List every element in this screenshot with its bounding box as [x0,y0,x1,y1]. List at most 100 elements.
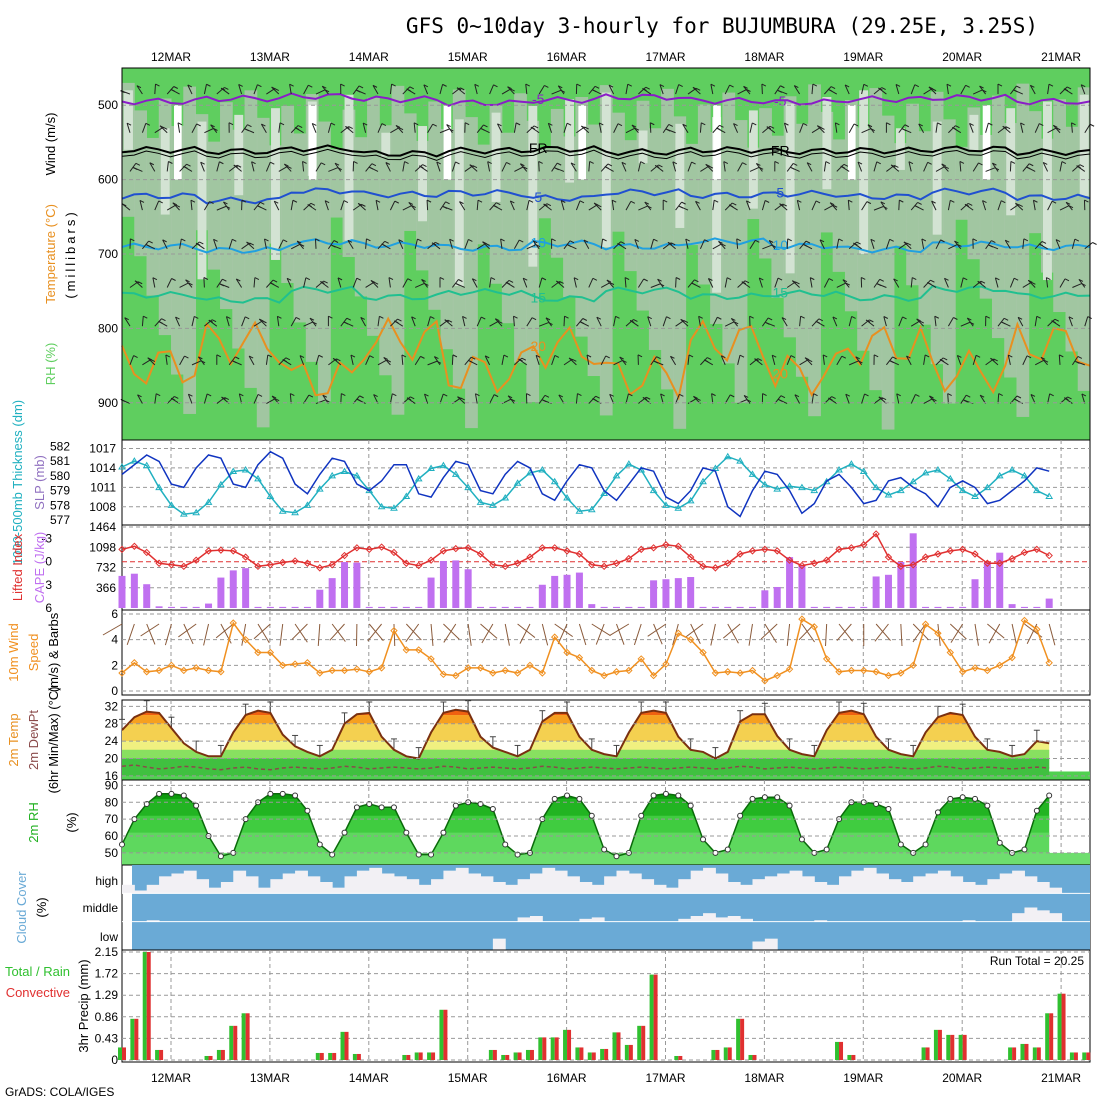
wind-speed-marker [921,620,930,628]
cloud-cell [764,938,778,950]
cloud-cell [307,876,321,894]
precip-conv-bar [492,1049,497,1060]
wind-barb [595,395,600,399]
wind-barb [343,321,349,325]
wind-barb [1064,278,1070,282]
wind-barb [588,204,598,211]
wind-barb [519,163,528,172]
wind-barb [878,87,883,91]
thickness-marker [946,474,955,482]
wind-barb [476,124,484,134]
wind-barb [446,124,453,134]
wind-barb [507,395,515,404]
cloud-cell [505,884,519,894]
ytick-left: 0.86 [95,1010,119,1024]
rh-column [354,137,368,297]
wind-barb [556,280,561,284]
wind-barb [538,85,545,95]
precip-conv-bar [567,1029,572,1060]
wind-barb [443,393,448,397]
rh-marker [588,812,595,819]
wind-barb [874,623,889,642]
wind-barb [853,123,859,127]
wind-speed-marker [550,633,559,641]
wind-barb [149,162,156,172]
precip-total-bar [600,1048,605,1060]
wind-barb [997,393,1000,404]
wind-barb [146,623,156,645]
wind-barb [495,318,500,322]
wind-barb [653,623,663,645]
wind-barb [695,200,700,204]
wind-barb [777,90,783,93]
wind-barb [410,396,415,400]
thickness-marker [291,508,299,516]
wind-barb [1084,199,1089,203]
wind-barb [274,200,279,204]
cape-bar [971,579,979,608]
cloud-cell [851,870,865,894]
wind-barb [370,280,379,288]
wind-barb [879,278,884,282]
wind-barb [838,623,853,642]
wind-barb [427,316,431,327]
wind-barb [500,238,503,249]
wind-barb [333,240,339,243]
wind-barb [303,202,312,211]
wind-barb [1081,393,1087,397]
wind-barb [780,85,785,89]
cloud-cell [789,870,803,894]
wind-barb [756,162,761,166]
wind-barb [402,86,411,95]
wind-barb [402,161,406,172]
rh-column [318,121,331,402]
wind-barb [748,623,753,646]
wind-speed-marker [303,659,312,667]
lifted-index-marker [637,545,645,554]
cloud-cell [282,873,296,894]
wind-barb [988,244,993,248]
wind-barb [799,359,809,366]
wind-barb [918,123,923,127]
wind-barb [519,239,524,243]
rh-column-light [491,112,501,202]
wind-barb [908,161,912,172]
top-date-label: 20MAR [942,50,982,64]
wind-speed-marker [476,664,485,672]
precip-conv-bar [616,1032,621,1060]
rh-marker [922,841,929,848]
wind-barb [924,354,930,358]
cloud-cell [900,882,914,894]
wind-barb [824,86,832,95]
wind-barb [447,319,453,323]
wind-barb [148,240,153,244]
wind-barb [266,398,276,404]
wind-barb [159,125,165,129]
wind-barb [1056,127,1061,131]
rh-column [1016,83,1030,417]
wind-barb [609,623,630,636]
wind-barb [721,243,726,247]
cloud-cell [703,913,716,922]
ytick-left: 4 [111,633,118,647]
wind-barb [140,623,160,637]
wind-barb [866,201,872,205]
rh-marker [675,792,682,799]
wind-barb [900,623,903,646]
lifted-index-marker [241,553,250,561]
wind-barb [143,315,148,319]
cape-bar [810,606,818,608]
rh-column [697,104,711,285]
wind-barb [861,128,871,134]
wind-barb [535,355,540,366]
wind-barb [398,127,404,131]
wind-barb [885,239,891,249]
wind-barb [295,316,301,320]
cape-bar [860,606,868,608]
wind-barb [1022,355,1028,366]
thickness-marker [847,460,856,467]
cloud-cell [455,867,469,894]
wind-barb [321,85,329,95]
wind-barb [937,122,942,126]
